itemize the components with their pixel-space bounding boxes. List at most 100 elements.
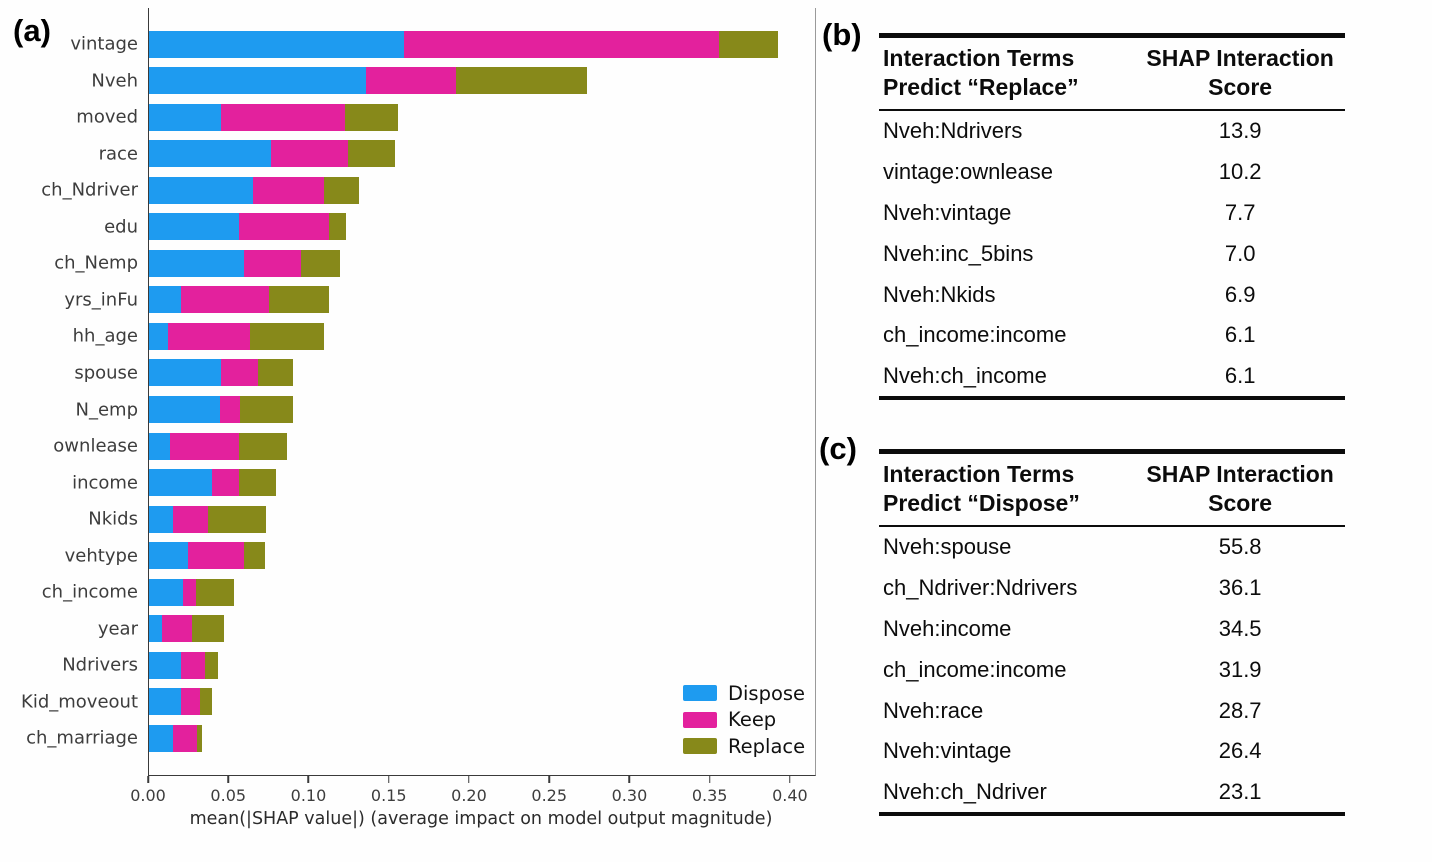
score-column-header: SHAP Interaction Score: [1135, 460, 1345, 518]
category-label: spouse: [74, 362, 138, 384]
bar-segment-replace: [258, 359, 294, 387]
bar-segment-keep: [173, 724, 198, 752]
bar-row: vintage: [70, 30, 815, 58]
bar-row: year: [98, 615, 815, 643]
term-cell: Nveh:vintage: [883, 199, 1012, 225]
bar-row: ch_income: [42, 578, 815, 606]
bar-segment-dispose: [149, 396, 220, 423]
bar-segment-keep: [211, 469, 239, 497]
term-cell: vintage:ownlease: [883, 159, 1054, 185]
bar-segment-dispose: [149, 249, 244, 277]
legend-item-dispose: Dispose: [683, 680, 805, 707]
bar-segment-keep: [270, 140, 348, 168]
term-cell: Nveh:Ndrivers: [883, 118, 1023, 144]
bar-segment-replace: [269, 286, 329, 314]
term-cell: Nveh:spouse: [883, 534, 1012, 560]
bar-track: [149, 688, 815, 716]
bar-segment-replace: [238, 432, 287, 460]
table-row: Nveh:Nkids 6.9: [879, 274, 1345, 315]
x-tick: [227, 776, 229, 783]
term-cell: Nveh:inc_5bins: [883, 240, 1034, 266]
x-tick-label: 0.15: [370, 786, 407, 805]
bar-segment-dispose: [149, 615, 162, 643]
category-label: year: [97, 618, 138, 640]
bar-track: [149, 103, 815, 131]
bar-segment-keep: [365, 67, 456, 95]
term-cell: Nveh:race: [883, 697, 984, 723]
bar-row: spouse: [74, 359, 815, 387]
bar-track: [149, 432, 815, 460]
terms-header-line2: Predict “Dispose”: [883, 490, 1080, 516]
category-label: ch_income: [41, 581, 138, 603]
x-tick: [147, 776, 149, 783]
category-label: race: [98, 143, 138, 165]
category-label: yrs_inFu: [64, 289, 138, 311]
bar-segment-keep: [168, 322, 251, 350]
bar-row: Ndrivers: [62, 651, 815, 679]
bar-row: race: [99, 140, 815, 168]
x-tick-label: 0.30: [611, 786, 648, 805]
bar-segment-replace: [243, 542, 265, 570]
bar-track: [149, 176, 815, 204]
bar-track: [149, 615, 815, 643]
bar-segment-replace: [250, 322, 324, 350]
bar-row: ch_Nemp: [54, 249, 815, 277]
bar-row: N_emp: [76, 396, 815, 423]
bar-segment-replace: [344, 103, 398, 131]
bar-segment-replace: [347, 140, 395, 168]
table-row: Nveh:vintage 26.4: [879, 731, 1345, 772]
bar-segment-replace: [238, 469, 276, 497]
table-row: Nveh:ch_income 6.1: [879, 356, 1345, 397]
score-header-line1: SHAP Interaction: [1146, 461, 1334, 487]
table-row: Nveh:Ndrivers 13.9: [879, 111, 1345, 152]
x-tick-label: 0.40: [772, 786, 808, 805]
term-cell: Nveh:ch_income: [883, 363, 1047, 389]
score-cell: 6.1: [1224, 363, 1256, 389]
bar-segment-dispose: [149, 505, 174, 533]
term-cell: Nveh:ch_Ndriver: [883, 779, 1047, 805]
score-cell: 36.1: [1218, 575, 1262, 601]
bar-row: ch_marriage: [26, 724, 815, 752]
bar-segment-keep: [238, 213, 329, 241]
bar-track: [149, 286, 815, 314]
score-cell: 7.0: [1224, 240, 1256, 266]
category-label: Nkids: [88, 508, 138, 530]
table-row: Nveh:race 28.7: [879, 690, 1345, 731]
table-row: Nveh:inc_5bins 7.0: [879, 233, 1345, 274]
panel-label-a: (a): [13, 13, 51, 48]
bar-row: moved: [76, 103, 815, 131]
x-tick-label: 0.25: [531, 786, 568, 805]
bar-segment-dispose: [149, 359, 222, 387]
bar-segment-keep: [219, 396, 241, 423]
term-cell: ch_income:income: [883, 656, 1067, 682]
bar-track: [149, 724, 815, 752]
bar-track: [149, 249, 815, 277]
score-cell: 23.1: [1218, 779, 1262, 805]
score-cell: 10.2: [1218, 159, 1262, 185]
bar-segment-dispose: [149, 103, 222, 131]
score-header-line2: Score: [1208, 490, 1273, 516]
term-cell: ch_income:income: [883, 322, 1067, 348]
bar-segment-replace: [200, 688, 212, 716]
bar-track: [149, 396, 815, 423]
bar-segment-replace: [323, 176, 360, 204]
bar-track: [149, 140, 815, 168]
x-tick-label: 0.20: [451, 786, 487, 805]
score-cell: 7.7: [1224, 199, 1256, 225]
bar-track: [149, 359, 815, 387]
bar-segment-keep: [173, 505, 209, 533]
bar-segment-dispose: [149, 724, 174, 752]
bar-segment-keep: [181, 286, 270, 314]
bar-segment-replace: [195, 578, 235, 606]
category-label: vehtype: [64, 545, 138, 567]
bar-track: [149, 505, 815, 533]
bar-segment-dispose: [149, 469, 212, 497]
bar-row: income: [72, 469, 815, 497]
x-tick-label: 0.35: [691, 786, 728, 805]
bar-segment-replace: [328, 213, 347, 241]
table-row: ch_income:income 31.9: [879, 649, 1345, 690]
bar-segment-keep: [253, 176, 324, 204]
score-cell: 28.7: [1218, 697, 1262, 723]
bar-track: [149, 213, 815, 241]
